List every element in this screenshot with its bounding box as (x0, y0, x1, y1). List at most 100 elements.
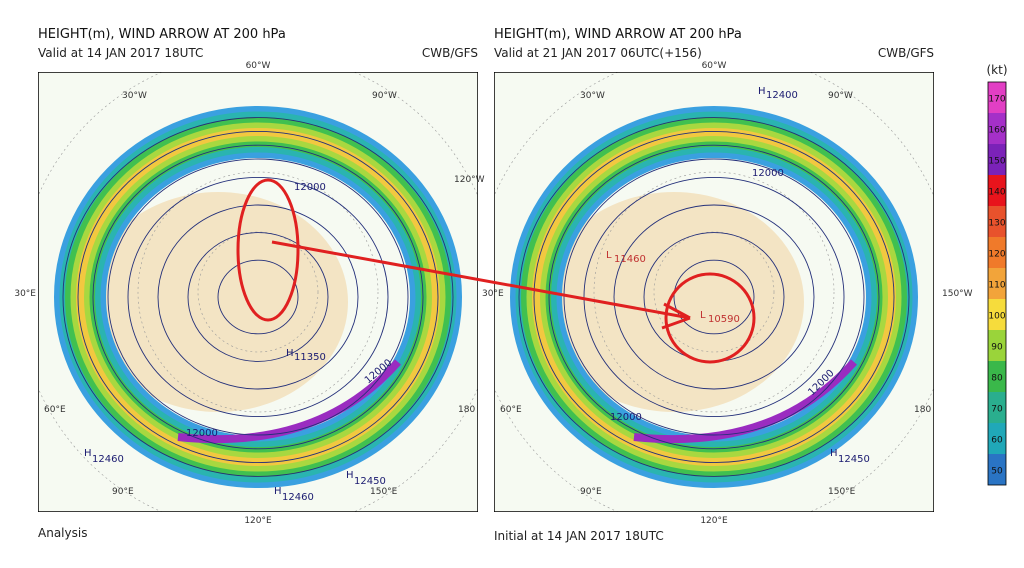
high-mark: H (274, 486, 282, 497)
jet-core (177, 359, 401, 444)
high-mark: H (758, 86, 766, 97)
lon-label: 60°W (702, 61, 727, 71)
contour-label: 12000 (610, 412, 642, 423)
high-mark: H (84, 448, 92, 459)
lon-label: 60°E (500, 405, 522, 415)
lon-label: 150°E (828, 487, 856, 497)
colorbar-tick-label: 100 (988, 312, 1005, 322)
height-contour (127, 176, 389, 418)
low-mark: L (606, 250, 612, 261)
high-mark: H (286, 348, 294, 359)
colorbar-swatch (988, 82, 1006, 113)
lon-label: 30°E (482, 289, 504, 299)
height-contour (563, 158, 865, 436)
colorbar-swatch (988, 268, 1006, 299)
footer: Analysis (38, 526, 87, 540)
high-value: 12460 (92, 454, 124, 465)
lon-label: 90°E (580, 487, 602, 497)
highlight-ellipse (236, 178, 300, 322)
colorbar-tick-label: 130 (988, 219, 1005, 229)
latitude-circle (137, 171, 379, 413)
colorbar-frame (987, 81, 1007, 486)
colorbar-swatch (988, 206, 1006, 237)
valid-time: Valid at 14 JAN 2017 18UTC (38, 46, 203, 60)
colorbar-tick-label: 170 (988, 95, 1005, 105)
colorbar-tick-label: 110 (988, 281, 1005, 291)
low-mark: L (700, 310, 706, 321)
colorbar-tick-label: 150 (988, 157, 1005, 167)
high-value: 12450 (354, 476, 386, 487)
contour-label: 12000 (752, 168, 784, 179)
lon-label: 60°E (44, 405, 66, 415)
height-contour (533, 130, 895, 464)
height-contour (62, 117, 454, 477)
source: CWB/GFS (422, 46, 478, 60)
high-value: 12450 (838, 454, 870, 465)
colorbar-swatch (988, 330, 1006, 361)
map (494, 72, 934, 512)
lon-label: 120°E (700, 516, 728, 526)
colorbar-swatch (988, 175, 1006, 206)
latitude-circle (593, 171, 835, 413)
height-contour (187, 232, 329, 362)
lon-label: 150°W (942, 289, 973, 299)
latitude-circle (653, 231, 775, 353)
lon-label: 180 (458, 405, 475, 415)
colorbar-swatch (988, 361, 1006, 392)
height-contour (613, 204, 815, 390)
lon-label: 90°W (372, 91, 397, 101)
lon-label: 30°W (580, 91, 605, 101)
height-contour (107, 158, 409, 436)
colorbar-swatch (988, 423, 1006, 454)
highlight-circle (664, 272, 756, 364)
height-contour (583, 176, 845, 418)
lon-label: 120°E (244, 516, 272, 526)
colorbar-swatch (988, 113, 1006, 144)
height-contour (92, 144, 424, 450)
height-contour (673, 259, 755, 335)
jet-core (633, 359, 857, 444)
colorbar-tick-label: 120 (988, 250, 1005, 260)
high-value: 12400 (766, 90, 798, 101)
lon-label: 30°W (122, 91, 147, 101)
height-contour (518, 117, 910, 477)
colorbar-unit: (kt) (986, 63, 1007, 77)
annotation-arrow (271, 240, 691, 330)
panel-title: HEIGHT(m), WIND ARROW AT 200 hPa (38, 27, 286, 42)
colorbar-tick-label: 160 (988, 126, 1005, 136)
lon-label: 180 (914, 405, 931, 415)
colorbar-swatch (988, 299, 1006, 330)
colorbar-tick-label: 50 (991, 467, 1003, 477)
jet-band (532, 128, 896, 466)
height-contour (548, 144, 880, 450)
source: CWB/GFS (878, 46, 934, 60)
high-mark: H (830, 448, 838, 459)
map (38, 72, 478, 512)
lon-label: 150°E (370, 487, 398, 497)
height-contour (77, 130, 439, 464)
lon-label: 60°W (246, 61, 271, 71)
colorbar-tick-label: 140 (988, 188, 1005, 198)
high-value: 12460 (282, 492, 314, 503)
height-contour (217, 259, 299, 335)
colorbar-tick-label: 90 (991, 343, 1003, 353)
lon-label: 120°W (454, 175, 485, 185)
lon-label: 90°W (828, 91, 853, 101)
panel-title: HEIGHT(m), WIND ARROW AT 200 hPa (494, 27, 742, 42)
jet-band (76, 128, 440, 466)
colorbar-tick-label: 80 (991, 374, 1003, 384)
low-value: 10590 (708, 314, 740, 325)
colorbar-tick-label: 70 (991, 405, 1003, 415)
latitude-circle (197, 231, 319, 353)
high-mark: H (346, 470, 354, 481)
low-value: 11460 (614, 254, 646, 265)
colorbar-swatch (988, 237, 1006, 268)
valid-time: Valid at 21 JAN 2017 06UTC(+156) (494, 46, 702, 60)
colorbar-tick-label: 60 (991, 436, 1003, 446)
colorbar-swatch (988, 454, 1006, 485)
footer: Initial at 14 JAN 2017 18UTC (494, 529, 664, 543)
colorbar-swatch (988, 392, 1006, 423)
high-value: 11350 (294, 352, 326, 363)
lon-label: 90°E (112, 487, 134, 497)
